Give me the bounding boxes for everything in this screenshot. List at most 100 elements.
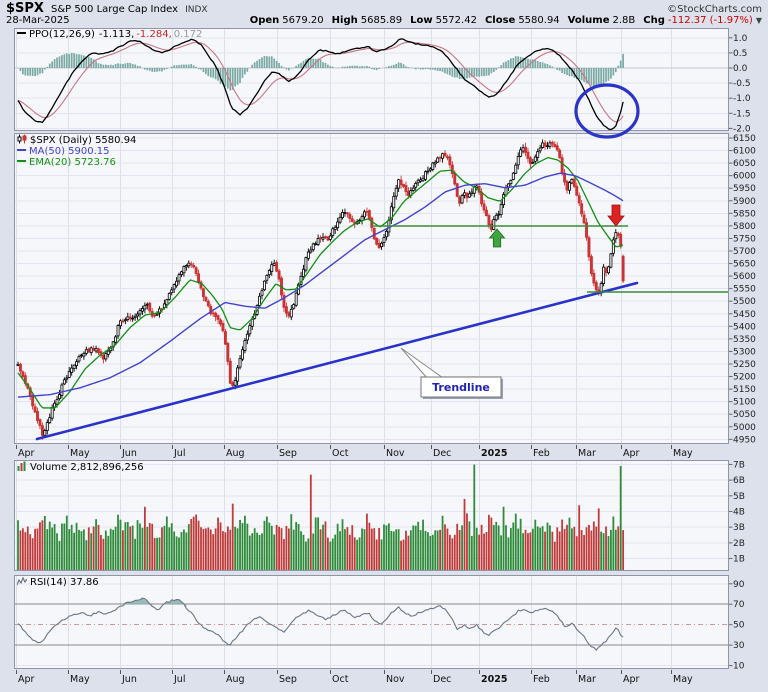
ma50-swatch-icon xyxy=(17,149,26,151)
svg-text:70: 70 xyxy=(733,600,745,610)
down-arrow-icon xyxy=(607,204,625,227)
high-label: High xyxy=(331,15,358,26)
svg-text:2B: 2B xyxy=(733,539,745,549)
svg-text:1.0: 1.0 xyxy=(733,34,748,44)
svg-text:10: 10 xyxy=(733,662,745,672)
svg-text:3B: 3B xyxy=(733,523,745,533)
svg-text:Apr: Apr xyxy=(18,674,35,685)
change-value: -112.37 (-1.97%) xyxy=(667,15,753,26)
svg-text:0.5: 0.5 xyxy=(733,49,747,59)
svg-text:5500: 5500 xyxy=(733,297,756,307)
price-legend-symbol: $SPX (Daily) xyxy=(30,135,92,146)
chevron-down-icon[interactable]: ▼ xyxy=(755,16,762,25)
svg-text:May: May xyxy=(673,674,693,685)
svg-text:Jul: Jul xyxy=(173,448,185,459)
panel-borders xyxy=(14,28,729,669)
trendline-label-box xyxy=(420,376,502,398)
volume-legend-value: 2,812,896,256 xyxy=(70,462,144,473)
svg-text:5150: 5150 xyxy=(733,385,756,395)
svg-text:Mar: Mar xyxy=(578,448,596,459)
ma50-legend: MA(50) 5900.15 xyxy=(29,146,110,157)
chart-header: $SPX S&P 500 Large Cap Index INDX ©Stock… xyxy=(0,0,768,28)
svg-text:6050: 6050 xyxy=(733,159,756,169)
svg-text:4950: 4950 xyxy=(733,435,756,445)
svg-text:Sep: Sep xyxy=(279,674,297,685)
price-legend-symbol-row: $SPX (Daily) 5580.94 xyxy=(17,134,136,146)
svg-text:90: 90 xyxy=(733,580,745,590)
header-title-row: $SPX S&P 500 Large Cap Index INDX ©Stock… xyxy=(0,1,768,16)
high-value: 5685.89 xyxy=(360,15,403,26)
svg-text:5700: 5700 xyxy=(733,247,756,257)
rsi-legend: RSI(14) 37.86 xyxy=(16,576,99,588)
svg-text:-2.0: -2.0 xyxy=(733,124,751,134)
svg-text:Nov: Nov xyxy=(386,674,405,685)
svg-text:Oct: Oct xyxy=(332,674,349,685)
svg-text:2025: 2025 xyxy=(481,674,507,685)
low-value: 5572.42 xyxy=(435,15,477,26)
svg-text:Jun: Jun xyxy=(121,448,137,459)
up-arrow-icon xyxy=(488,228,506,248)
ppo-line-swatch-icon xyxy=(17,32,26,34)
exchange-label: INDX xyxy=(185,5,208,15)
svg-text:Nov: Nov xyxy=(386,448,405,459)
svg-text:1B: 1B xyxy=(733,555,745,565)
svg-text:Sep: Sep xyxy=(279,448,297,459)
svg-text:Aug: Aug xyxy=(226,448,245,459)
ma50-legend-row: MA(50) 5900.15 xyxy=(17,146,136,157)
svg-text:4B: 4B xyxy=(733,507,745,517)
svg-text:Mar: Mar xyxy=(578,674,596,685)
svg-text:5900: 5900 xyxy=(733,197,756,207)
svg-text:Apr: Apr xyxy=(18,448,35,459)
svg-text:Feb: Feb xyxy=(533,674,550,685)
open-value: 5679.20 xyxy=(282,15,324,26)
ticker-symbol: $SPX xyxy=(6,1,44,16)
volume-series xyxy=(17,464,625,571)
svg-text:50: 50 xyxy=(733,621,745,631)
svg-text:Oct: Oct xyxy=(332,448,349,459)
svg-text:5300: 5300 xyxy=(733,347,756,357)
svg-text:5800: 5800 xyxy=(733,222,756,232)
ppo-circle-annotation xyxy=(574,83,640,139)
svg-text:5250: 5250 xyxy=(733,360,756,370)
candlestick-icon xyxy=(17,134,27,144)
ppo-signal-value: -1.284, xyxy=(136,29,172,40)
low-label: Low xyxy=(410,15,433,26)
svg-text:5000: 5000 xyxy=(733,423,756,433)
change-label: Chg xyxy=(643,15,665,26)
annotations: Trendline xyxy=(35,83,728,441)
svg-text:5400: 5400 xyxy=(733,322,756,332)
svg-text:Jun: Jun xyxy=(121,674,137,685)
trendline-annotation xyxy=(35,281,639,441)
ema20-legend-row: EMA(20) 5723.76 xyxy=(17,157,136,168)
ohlc-quote: Open 5679.20 High 5685.89 Low 5572.42 Cl… xyxy=(242,15,762,26)
price-legend-close: 5580.94 xyxy=(95,135,137,146)
volume-legend: Volume 2,812,896,256 xyxy=(17,461,144,473)
ppo-legend-label: PPO(12,26,9) xyxy=(29,29,95,40)
svg-text:Dec: Dec xyxy=(433,448,451,459)
svg-text:-1.0: -1.0 xyxy=(733,94,751,104)
copyright: ©StockCharts.com xyxy=(667,4,762,15)
ppo-value: -1.113, xyxy=(98,29,135,40)
svg-text:6000: 6000 xyxy=(733,172,756,182)
rsi-legend-label: RSI(14) xyxy=(30,577,67,588)
svg-text:5100: 5100 xyxy=(733,398,756,408)
rsi-line-icon xyxy=(16,576,28,586)
svg-text:6B: 6B xyxy=(733,476,745,486)
svg-text:May: May xyxy=(673,448,693,459)
volume-value: 2.8B xyxy=(612,15,636,26)
svg-text:Feb: Feb xyxy=(533,448,550,459)
svg-text:5450: 5450 xyxy=(733,310,756,320)
ppo-series xyxy=(17,38,624,131)
svg-text:6100: 6100 xyxy=(733,147,756,157)
price-legend: $SPX (Daily) 5580.94 MA(50) 5900.15 EMA(… xyxy=(17,134,136,168)
svg-text:5050: 5050 xyxy=(733,410,756,420)
svg-text:May: May xyxy=(70,674,90,685)
ema20-legend: EMA(20) 5723.76 xyxy=(29,157,116,168)
svg-text:-0.5: -0.5 xyxy=(733,79,751,89)
month-axis: Apr May Jun Jul Aug Sep Oct Nov Dec 2025 Feb Mar Apr… xyxy=(16,445,693,685)
svg-text:5750: 5750 xyxy=(733,234,756,244)
svg-text:5600: 5600 xyxy=(733,272,756,282)
svg-text:2025: 2025 xyxy=(481,448,507,459)
